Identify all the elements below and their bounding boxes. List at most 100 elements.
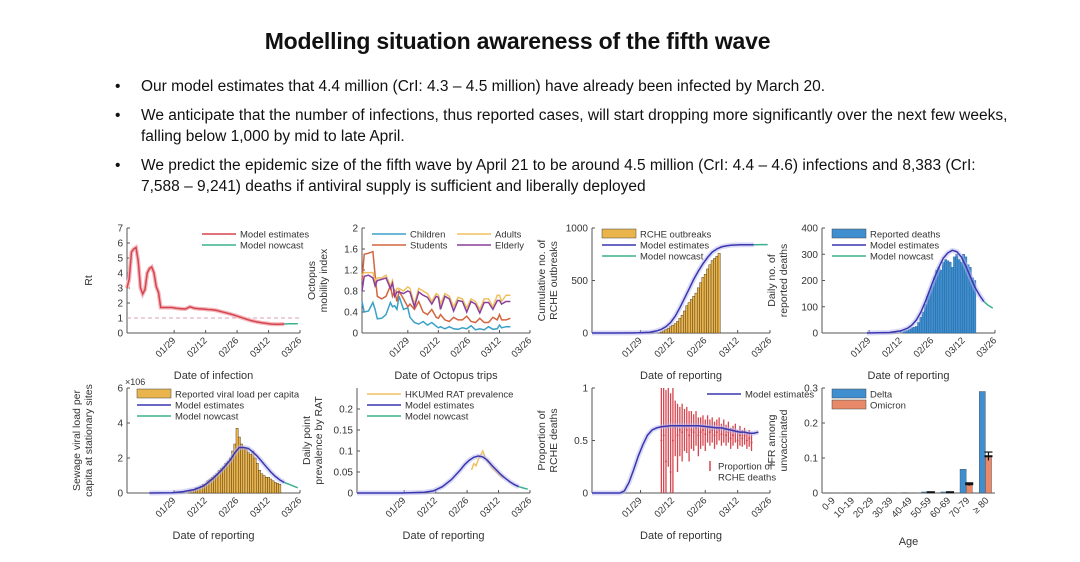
series-line-elderly [361, 274, 511, 315]
bar [979, 391, 986, 494]
bar [676, 321, 679, 334]
bar [917, 322, 920, 334]
y-tick-label: 400 [801, 224, 818, 235]
y-tick-label: 1 [582, 384, 588, 395]
y-tick-label: 0 [347, 489, 353, 500]
bar [706, 268, 709, 334]
data-point [732, 434, 735, 437]
chart-rt: 0 1 2 3 4 5 6 7 01/29 02/12 02/26 03/12 03/26 Model e… [83, 224, 309, 383]
bar [937, 267, 941, 334]
y-tick-label: 2 [117, 299, 123, 310]
legend-label: Omicron [870, 401, 906, 412]
x-tick-label: 02/12 [652, 495, 677, 520]
series-line-model-estimates [592, 425, 759, 494]
x-tick-label: 03/12 [717, 335, 742, 360]
series-line-model-estimates [866, 249, 985, 334]
bar [701, 277, 705, 334]
bar [260, 473, 264, 494]
x-tick-label: 02/26 [217, 495, 242, 520]
bar [708, 264, 712, 334]
bar [249, 454, 252, 494]
legend-swatch [136, 388, 172, 399]
x-tick-label: 40-49 [890, 495, 915, 520]
y-tick-label: 100 [801, 302, 818, 313]
bar [242, 447, 246, 494]
y-tick-label: 4 [117, 419, 123, 430]
bar [985, 456, 992, 494]
bar [671, 324, 675, 334]
x-axis-label: Date of Octopus trips [394, 370, 498, 382]
x-tick-label: 01/29 [384, 495, 409, 520]
y-axis-label: Proportion ofRCHE deaths [536, 408, 560, 472]
y-tick-label: 0 [812, 489, 818, 500]
y-tick-label: 0.3 [804, 384, 818, 395]
bar [267, 477, 270, 494]
bar [273, 482, 277, 494]
x-tick-label: 70-79 [947, 495, 972, 520]
bar [953, 256, 956, 334]
y-axis-label: Cumulative no. ofRCHE outbreaks [536, 240, 560, 322]
bar [683, 310, 686, 334]
data-point [713, 434, 716, 437]
x-tick-label: 02/12 [418, 335, 443, 360]
y-tick-label: 4 [117, 269, 123, 280]
legend-label: RCHE outbreaks [640, 230, 712, 241]
y-tick-label: 0 [352, 329, 358, 340]
y-tick-label: 0.8 [344, 287, 358, 298]
series-line-model-nowcast [518, 485, 528, 490]
x-tick-label: 03/12 [479, 335, 504, 360]
series-line-model-estimates [357, 455, 520, 494]
series-line-model-estimates [149, 446, 285, 494]
slide-title: Modelling situation awareness of the fif… [264, 28, 771, 54]
bar [692, 296, 696, 334]
x-axis-label: Date of reporting [868, 370, 950, 382]
bar [680, 314, 684, 334]
x-tick-label: 03/26 [280, 335, 305, 360]
y-tick-label: 0 [117, 329, 123, 340]
data-point [688, 434, 691, 437]
data-point [669, 471, 672, 473]
data-point [692, 431, 695, 434]
bullet-list: Our model estimates that 4.4 million (Cr… [115, 76, 1015, 205]
legend-label: Proportion of RCHE deaths [718, 462, 776, 484]
series-line-students [361, 250, 511, 324]
legend-label: Model nowcast [175, 412, 239, 423]
x-tick-label: 03/12 [717, 495, 742, 520]
legend-swatch [601, 228, 637, 239]
bar [271, 480, 275, 494]
series-line-model-nowcast [284, 481, 299, 489]
bar [262, 475, 266, 494]
y-tick-label: 0.1 [804, 454, 818, 465]
series-line-model-estimates [126, 246, 285, 326]
x-tick-label: 02/26 [217, 335, 242, 360]
bar [955, 254, 959, 334]
legend-label: Reported viral load per capita [175, 390, 300, 401]
bar [959, 261, 963, 334]
x-tick-label: 02/26 [447, 495, 472, 520]
bar [685, 305, 689, 334]
legend-label: Reported deaths [870, 230, 940, 241]
bar [687, 302, 691, 334]
bar [715, 256, 719, 334]
bar [912, 327, 916, 334]
bar [673, 323, 677, 334]
data-point [736, 439, 739, 442]
y-axis-label: Octopusmobility index [306, 248, 330, 312]
y-tick-label: 0.05 [334, 468, 354, 479]
bar [959, 468, 967, 494]
bar [944, 259, 947, 334]
data-point [697, 434, 700, 437]
bullet-item: Our model estimates that 4.4 million (Cr… [115, 76, 1015, 97]
x-axis-label: Age [899, 536, 919, 548]
legend-label: Adults [495, 230, 522, 241]
bar [710, 260, 714, 334]
data-point [708, 431, 711, 434]
x-tick-label: 50-59 [909, 495, 934, 520]
y-axis-label: IFR amongunvaccinated [766, 409, 790, 471]
bar [957, 259, 961, 334]
x-tick-label: 01/29 [620, 495, 645, 520]
x-axis-label: Date of reporting [640, 370, 722, 382]
